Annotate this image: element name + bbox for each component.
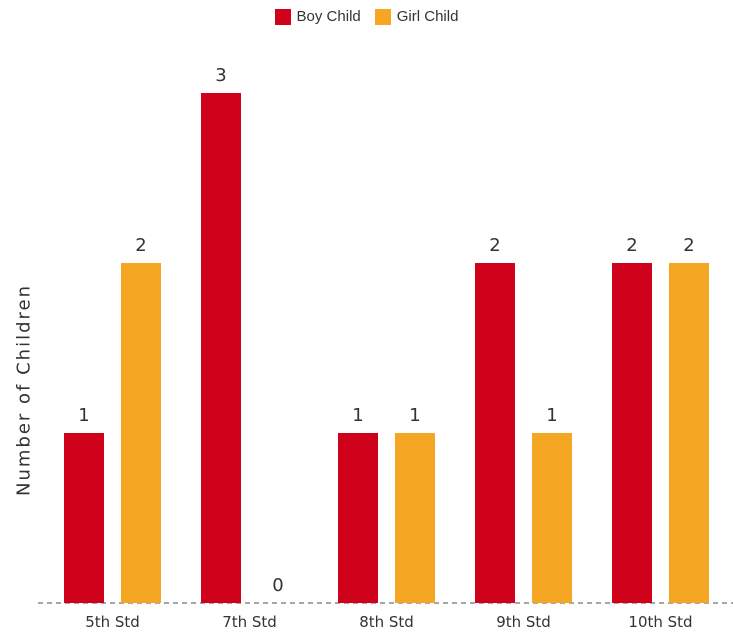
bar-boy-3[interactable] — [475, 263, 515, 603]
bar-boy-4[interactable] — [612, 263, 652, 603]
bar-boy-1[interactable] — [201, 93, 241, 603]
data-label-girl-3: 1 — [546, 405, 557, 426]
bar-boy-2[interactable] — [338, 433, 378, 603]
data-label-girl-0: 2 — [135, 235, 146, 256]
data-label-boy-1: 3 — [215, 65, 226, 86]
data-label-boy-0: 1 — [78, 405, 89, 426]
data-label-girl-1: 0 — [272, 575, 283, 596]
data-label-boy-3: 2 — [489, 235, 500, 256]
legend-item-boy[interactable]: Boy Child — [274, 8, 361, 25]
data-label-girl-2: 1 — [409, 405, 420, 426]
legend-swatch-boy — [274, 8, 291, 25]
data-label-boy-4: 2 — [626, 235, 637, 256]
legend-swatch-girl — [374, 8, 391, 25]
legend: Boy Child Girl Child — [0, 8, 733, 25]
x-tick-label-0: 5th Std — [85, 613, 140, 631]
legend-item-girl[interactable]: Girl Child — [374, 8, 459, 25]
x-tick-label-1: 7th Std — [222, 613, 277, 631]
bar-boy-0[interactable] — [64, 433, 104, 603]
x-tick-label-2: 8th Std — [359, 613, 414, 631]
bar-girl-3[interactable] — [532, 433, 572, 603]
x-tick-label-3: 9th Std — [496, 613, 551, 631]
bar-girl-4[interactable] — [669, 263, 709, 603]
legend-label-girl: Girl Child — [396, 8, 459, 25]
data-label-girl-4: 2 — [683, 235, 694, 256]
x-tick-label-4: 10th Std — [628, 613, 692, 631]
legend-label-boy: Boy Child — [296, 8, 361, 25]
bar-girl-0[interactable] — [121, 263, 161, 603]
data-label-boy-2: 1 — [352, 405, 363, 426]
bar-girl-2[interactable] — [395, 433, 435, 603]
